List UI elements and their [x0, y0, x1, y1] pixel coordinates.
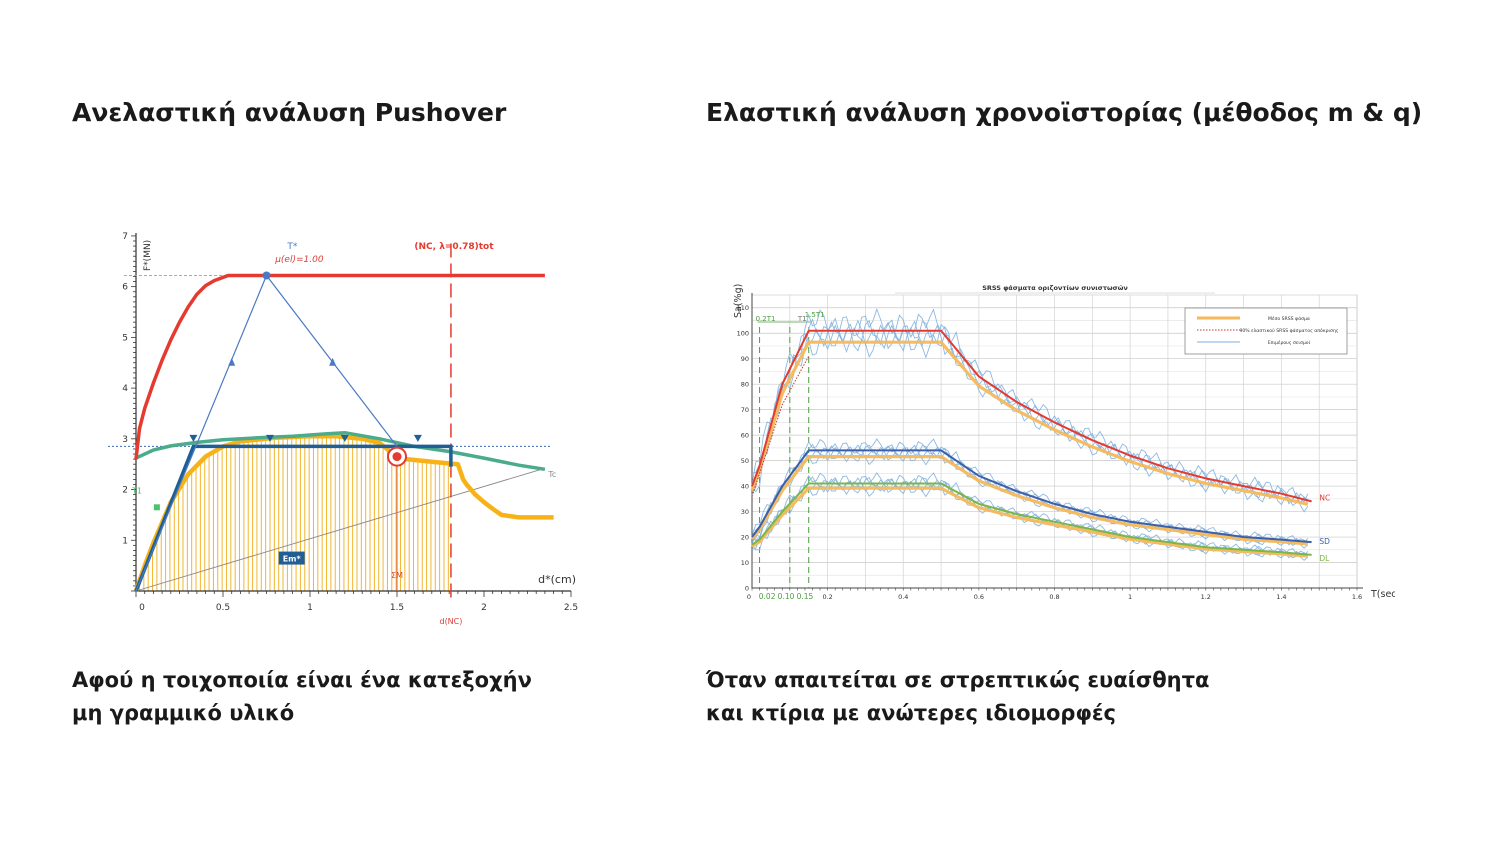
tangent-curve — [135, 430, 546, 472]
tc-secant-line — [135, 468, 542, 592]
triangle-arrow-marker — [329, 357, 337, 366]
elastic-spectrum-dl — [751, 482, 1312, 556]
pushover-title: Ανελαστική ανάλυση Pushover — [72, 98, 507, 127]
triangle-arrow-marker — [228, 357, 236, 366]
em-star-hatch-area — [138, 436, 449, 591]
x-tick-label: 2 — [481, 603, 487, 613]
legend-entry: Επιμέρους σεισμοί — [1268, 339, 1311, 346]
bilinear-idealization — [134, 444, 453, 592]
y-tick-label: 100 — [737, 330, 749, 338]
pushover-series — [133, 271, 554, 592]
y-tick-label: 10 — [741, 559, 749, 567]
individual-record-line — [751, 307, 1309, 505]
series-end-label: NC — [1319, 493, 1330, 502]
t1-label: T1 — [131, 487, 142, 496]
time-history-subtitle-line-2: και κτίρια με ανώτερες ιδιομορφές — [706, 701, 1117, 725]
x-tick-label: 0.8 — [1049, 593, 1059, 601]
x-tick-label: 0.5 — [216, 603, 230, 613]
y-tick-label: 4 — [122, 384, 128, 394]
tc-label: Tc — [547, 470, 556, 479]
x-tick-label: 1.6 — [1352, 593, 1362, 601]
pushover-chart: 0 0.5 1 1.5 2 2.5 1 2 3 4 5 6 7 F*(MN) d*(cm) T* μ(el)=1… — [108, 232, 578, 626]
x-tick-label: 0.2 — [822, 593, 832, 601]
elastic-spectrum-nc — [751, 329, 1312, 503]
nc-lambda-label: (NC, λ=0.78)tot — [414, 242, 494, 252]
mean-srss-spectrum — [751, 486, 1308, 558]
em-star-label: Em* — [283, 555, 302, 564]
x-tick-label: 1.2 — [1201, 593, 1211, 601]
series-end-label: DL — [1319, 554, 1330, 563]
y-tick-label: 90 — [741, 355, 749, 363]
y-tick-label: 60 — [741, 432, 749, 440]
y-tick-label: 50 — [741, 457, 749, 465]
period-reference-label: 1.5T1 — [805, 311, 825, 319]
time-history-subtitle: Όταν απαιτείται σε στρεπτικώς ευαίσθητα … — [706, 664, 1209, 730]
y-tick-label: 70 — [741, 406, 749, 414]
x-tick-label: 1.4 — [1276, 593, 1286, 601]
tstar-label: T* — [286, 242, 297, 252]
y-tick-label: 0 — [745, 585, 749, 593]
time-history-subtitle-line-1: Όταν απαιτείται σε στρεπτικώς ευαίσθητα — [706, 668, 1210, 692]
legend-entry: 90% ελαστικού SRSS φάσματος απόκρισης — [1239, 327, 1338, 334]
pushover-labels: 0 0.5 1 1.5 2 2.5 1 2 3 4 5 6 7 F*(MN) d*(cm) T* μ(el)=1… — [122, 232, 578, 626]
sigma-m-label: ΣΜ — [391, 571, 403, 580]
srss-series — [750, 329, 1312, 558]
x-tick-label: 2.5 — [564, 603, 578, 613]
mu-el-label: μ(el)=1.00 — [274, 255, 324, 265]
period-reference-label: 0.2T1 — [756, 315, 776, 323]
chart-title: SRSS φάσματα οριζοντίων συνιστωσών — [982, 284, 1128, 292]
x-tick-label: 0.6 — [974, 593, 984, 601]
y-tick-label: 30 — [741, 508, 749, 516]
nc-curve — [134, 273, 545, 460]
period-axis-mark: 0.15 — [797, 592, 814, 601]
mean-srss-spectrum — [750, 455, 1308, 546]
y-tick-label: 3 — [122, 435, 128, 445]
pushover-subtitle-line-1: Αφού η τοιχοποιία είναι ένα κατεξοχήν — [72, 668, 532, 692]
srss-labels: 0.2T1 T11.5T101020304050607080901001100.2… — [733, 284, 1395, 601]
d-nc-label: d(NC) — [439, 617, 462, 626]
x-axis-label: d*(cm) — [538, 573, 576, 586]
x-tick-label: 1 — [1128, 593, 1132, 601]
x-tick-label: 0 — [747, 593, 751, 601]
y-axis-label: F*(MN) — [143, 240, 153, 271]
period-axis-mark: 0.10 — [778, 592, 795, 601]
ninety-percent-spectrum — [751, 355, 810, 497]
y-axis-label: Sa(%g) — [733, 284, 744, 318]
y-tick-label: 110 — [737, 304, 749, 312]
y-tick-label: 5 — [122, 333, 128, 343]
legend-box — [1184, 307, 1348, 355]
series-end-label: SD — [1319, 537, 1330, 546]
em-star-badge — [278, 551, 305, 565]
pushover-subtitle-line-2: μη γραμμικό υλικό — [72, 701, 295, 725]
y-tick-label: 80 — [741, 381, 749, 389]
legend-entry: Μέσο SRSS φάσμα — [1268, 315, 1310, 322]
y-tick-label: 2 — [122, 486, 128, 496]
period-axis-mark: 0.02 — [759, 592, 776, 601]
x-tick-label: 0.4 — [898, 593, 908, 601]
mean-srss-spectrum — [750, 340, 1309, 506]
elastic-spectrum-sd — [751, 449, 1312, 544]
individual-record-line — [751, 438, 1309, 546]
x-tick-label: 0 — [139, 603, 145, 613]
pushover-subtitle: Αφού η τοιχοποιία είναι ένα κατεξοχήν μη… — [72, 664, 532, 730]
y-tick-label: 40 — [741, 483, 749, 491]
y-tick-label: 7 — [122, 232, 128, 242]
target-point-inner — [392, 452, 402, 462]
y-tick-label: 20 — [741, 534, 749, 542]
plateau-marker — [340, 434, 349, 442]
plateau-marker — [265, 434, 274, 442]
srss-spectra-chart: 0.2T1 T11.5T101020304050607080901001100.2… — [733, 284, 1395, 601]
y-tick-label: 6 — [122, 283, 128, 293]
plateau-marker — [189, 434, 198, 442]
tstar-peak-point — [262, 271, 271, 280]
x-tick-label: 1.5 — [390, 603, 404, 613]
period-reference-label: T1 — [797, 315, 807, 323]
x-tick-label: 1 — [307, 603, 313, 613]
t1-point-marker — [153, 504, 160, 511]
time-history-title: Ελαστική ανάλυση χρονοϊστορίας (μέθοδος … — [706, 98, 1423, 127]
plateau-marker — [413, 434, 422, 442]
x-axis-label: T(sec) — [1370, 589, 1395, 600]
y-tick-label: 1 — [122, 536, 128, 546]
